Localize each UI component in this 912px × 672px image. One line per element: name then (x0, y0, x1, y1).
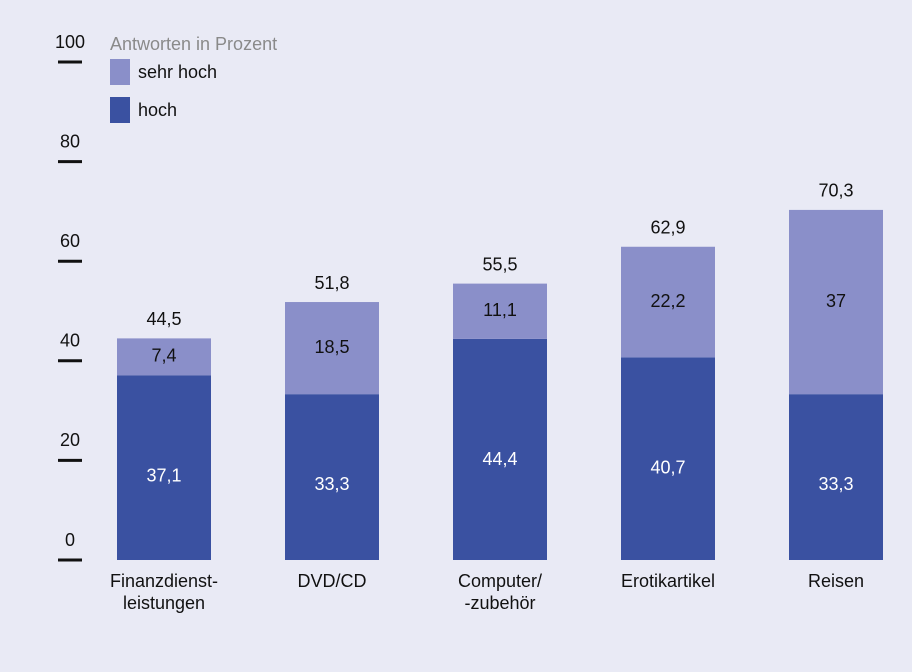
value-label: 37,1 (146, 466, 181, 486)
x-tick-label: Erotikartikel (621, 571, 715, 591)
value-label: 7,4 (151, 346, 176, 366)
legend-label: hoch (138, 100, 177, 120)
total-label: 51,8 (314, 273, 349, 293)
bar-segment (621, 246, 715, 358)
value-label: 18,5 (314, 337, 349, 357)
y-tick-label: 40 (60, 331, 80, 351)
y-tick-label: 60 (60, 231, 80, 251)
x-tick-label: Computer/-zubehör (458, 571, 542, 613)
bar-segment (453, 283, 547, 339)
value-label: 37 (826, 291, 846, 311)
value-label: 22,2 (650, 291, 685, 311)
total-label: 70,3 (818, 181, 853, 201)
value-label: 40,7 (650, 458, 685, 478)
total-label: 62,9 (650, 218, 685, 238)
bar-segment (285, 394, 379, 560)
bar-segment (117, 375, 211, 560)
total-label: 55,5 (482, 254, 517, 274)
value-label: 33,3 (314, 474, 349, 494)
x-tick-label: Finanzdienst-leistungen (110, 571, 218, 613)
bar-segment (789, 209, 883, 395)
chart-subtitle: Antworten in Prozent (110, 34, 277, 54)
bar-segment (117, 338, 211, 376)
y-tick-label: 100 (55, 32, 85, 52)
legend-label: sehr hoch (138, 62, 217, 82)
y-tick-label: 20 (60, 430, 80, 450)
x-tick-label: Reisen (808, 571, 864, 591)
bar-segment (789, 394, 883, 560)
legend-swatch (110, 59, 130, 85)
y-tick-label: 80 (60, 131, 80, 151)
value-label: 44,4 (482, 449, 517, 469)
bar-segment (285, 302, 379, 395)
x-tick-label: DVD/CD (297, 571, 366, 591)
value-label: 11,1 (483, 300, 517, 320)
value-label: 33,3 (818, 474, 853, 494)
bar-segment (621, 357, 715, 560)
y-tick-label: 0 (65, 530, 75, 550)
bar-segment (453, 338, 547, 560)
legend-swatch (110, 97, 130, 123)
total-label: 44,5 (146, 309, 181, 329)
